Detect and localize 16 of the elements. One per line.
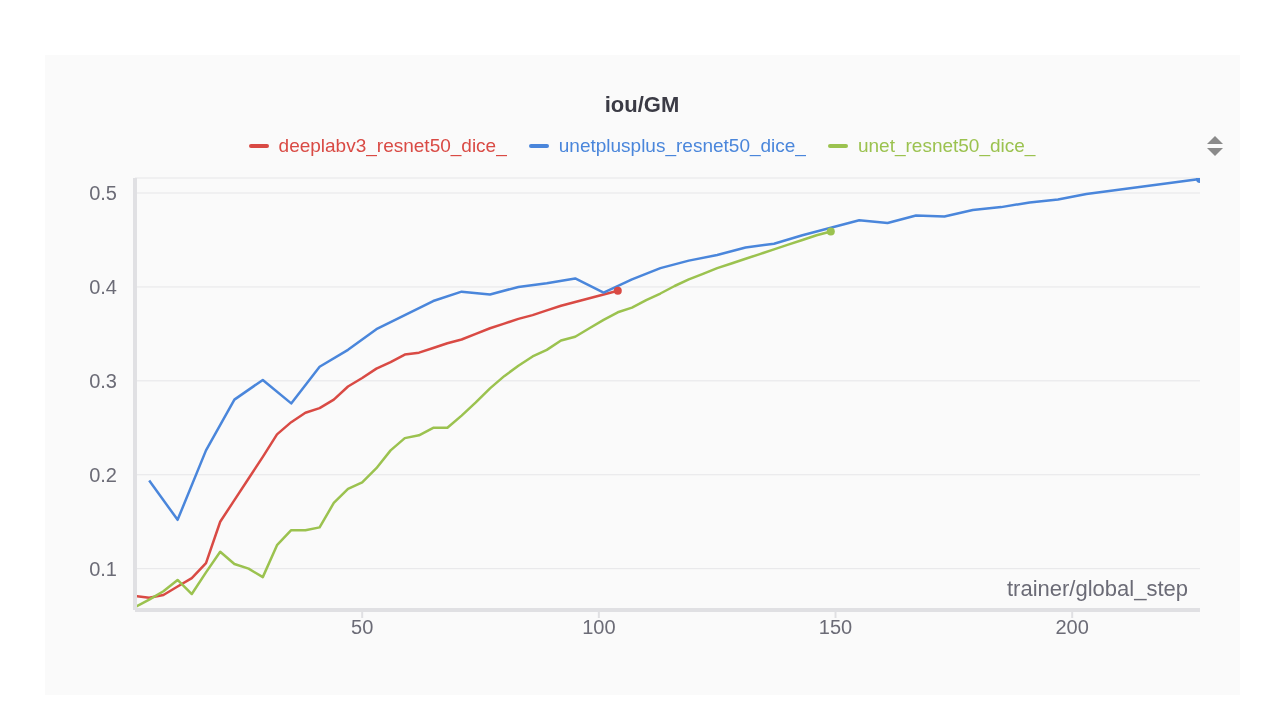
legend-label: unetplusplus_resnet50_dice_ [558, 135, 806, 157]
chart-title: iou/GM [603, 92, 681, 118]
point [826, 227, 835, 236]
y-tick-label: 0.1 [89, 557, 117, 580]
y-tick-label: 0.4 [89, 276, 117, 299]
legend-label: deeplabv3_resnet50_dice_ [278, 135, 507, 157]
legend-label: unet_resnet50_dice_ [857, 135, 1036, 157]
x-tick-label: 150 [818, 616, 853, 639]
point [613, 286, 622, 295]
x-axis-title: trainer/global_step [1006, 576, 1188, 602]
y-tick-label: 0.3 [89, 369, 117, 392]
x-tick-label: 50 [351, 616, 374, 639]
x-tick-label: 200 [1055, 616, 1089, 639]
x-tick-label: 100 [582, 616, 616, 639]
y-tick-label: 0.5 [89, 182, 117, 205]
y-tick-label: 0.2 [89, 463, 117, 486]
